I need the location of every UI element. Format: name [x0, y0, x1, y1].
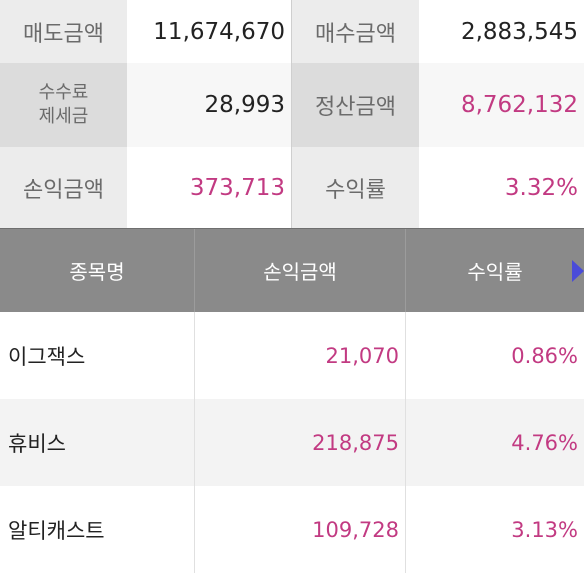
column-header-return-label: 수익률	[467, 260, 523, 284]
stock-name: 알티캐스트	[0, 486, 195, 573]
stock-return: 3.13%	[511, 517, 578, 542]
stock-profit: 21,070	[195, 312, 406, 399]
arrow-right-icon[interactable]	[572, 260, 584, 282]
stock-name: 이그잭스	[0, 312, 195, 399]
stock-profit: 109,728	[195, 486, 406, 573]
stock-return: 4.76%	[511, 430, 578, 455]
summary-row-profit-return: 손익금액 373,713 수익률 3.32%	[0, 147, 584, 228]
summary-row-sell-buy: 매도금액 11,674,670 매수금액 2,883,545	[0, 0, 584, 63]
table-header: 종목명 손익금액 수익률	[0, 228, 584, 312]
settlement-label: 정산금액	[292, 63, 419, 147]
sell-amount-label: 매도금액	[0, 0, 127, 63]
stock-profit: 218,875	[195, 399, 406, 486]
column-header-return[interactable]: 수익률	[406, 229, 584, 312]
fee-tax-label: 수수료 제세금	[0, 63, 127, 147]
column-header-stock-name[interactable]: 종목명	[0, 229, 195, 312]
profit-value: 373,713	[127, 147, 292, 228]
return-label: 수익률	[292, 147, 419, 228]
sell-amount-value: 11,674,670	[127, 0, 292, 63]
fee-label: 수수료	[38, 82, 89, 103]
table-row[interactable]: 휴비스 218,875 4.76%	[0, 399, 584, 486]
column-header-profit[interactable]: 손익금액	[195, 229, 406, 312]
stock-return: 0.86%	[511, 343, 578, 368]
profit-label: 손익금액	[0, 147, 127, 228]
buy-amount-value: 2,883,545	[419, 0, 584, 63]
table-row[interactable]: 이그잭스 21,070 0.86%	[0, 312, 584, 399]
summary-row-fee-settlement: 수수료 제세금 28,993 정산금액 8,762,132	[0, 63, 584, 147]
holdings-list: 이그잭스 21,070 0.86% 휴비스 218,875 4.76% 알티캐스…	[0, 312, 584, 573]
tax-label: 제세금	[38, 106, 89, 127]
settlement-value: 8,762,132	[419, 63, 584, 147]
buy-amount-label: 매수금액	[292, 0, 419, 63]
return-value: 3.32%	[419, 147, 584, 228]
table-row[interactable]: 알티캐스트 109,728 3.13%	[0, 486, 584, 573]
summary-panel: 매도금액 11,674,670 매수금액 2,883,545 수수료 제세금 2…	[0, 0, 584, 228]
fee-tax-value: 28,993	[127, 63, 292, 147]
stock-name: 휴비스	[0, 399, 195, 486]
